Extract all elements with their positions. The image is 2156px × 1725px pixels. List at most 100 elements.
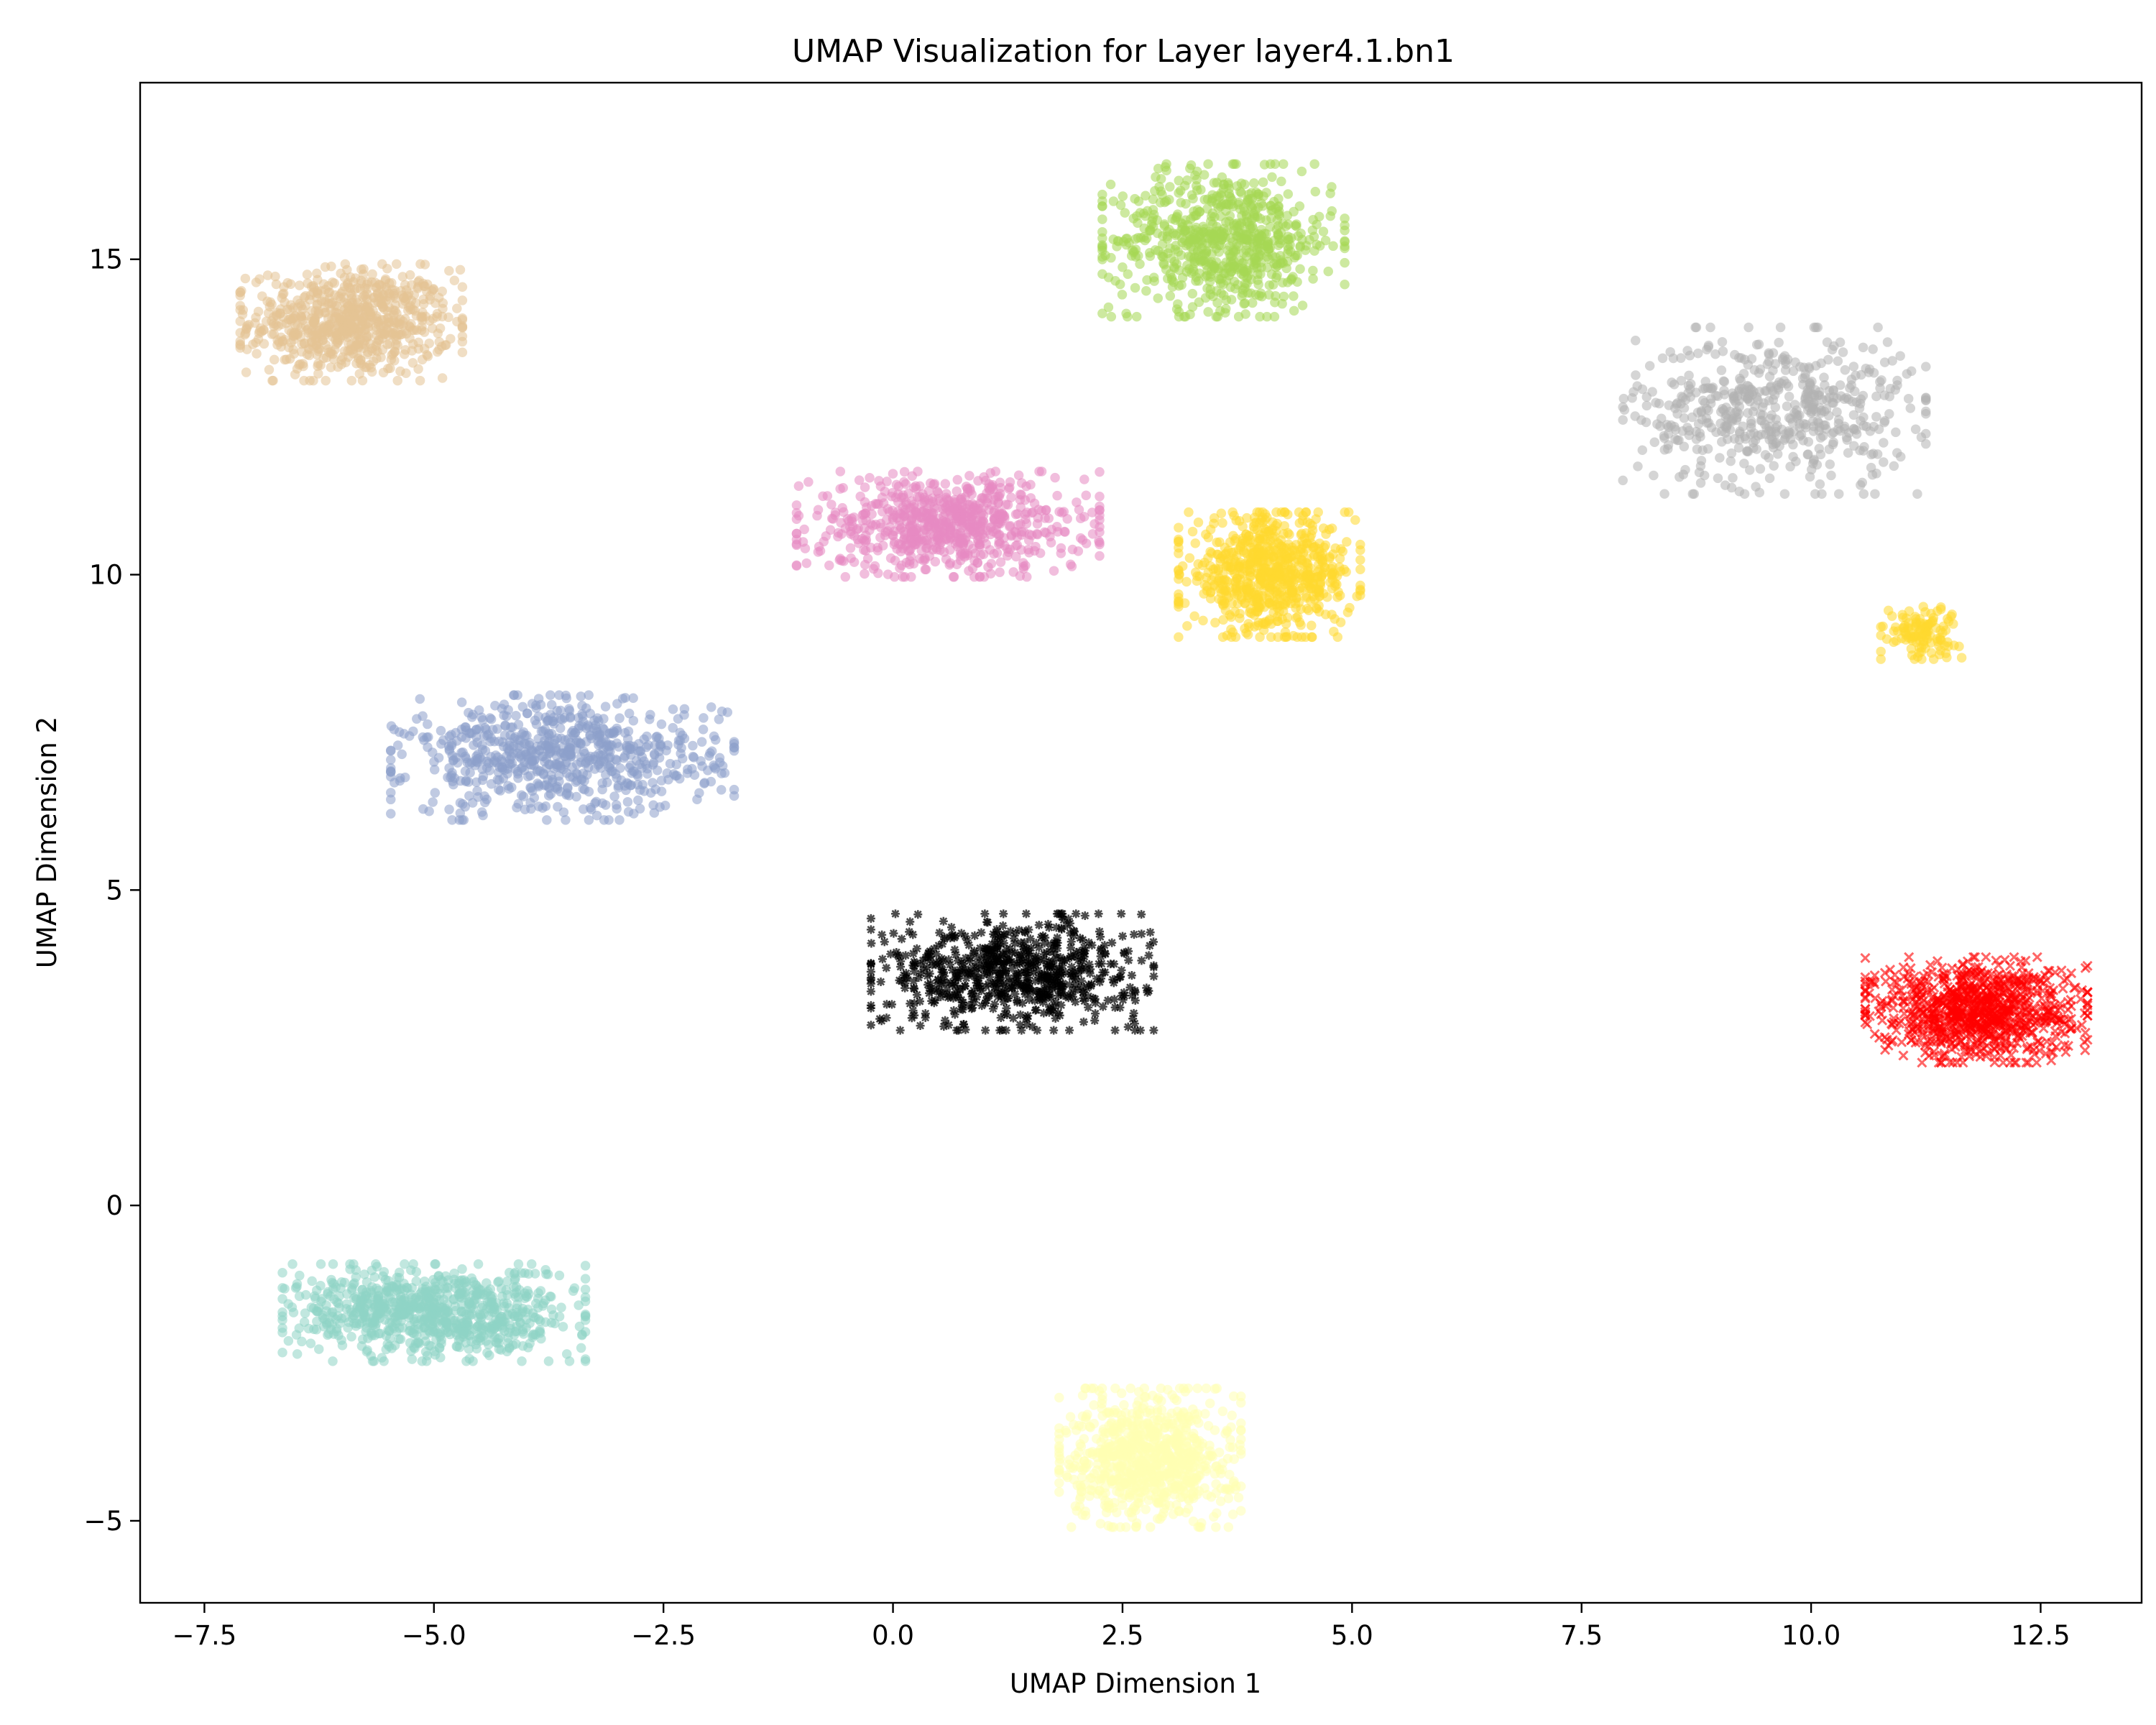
- data-point: [1883, 605, 1894, 616]
- data-point: [1848, 410, 1859, 420]
- data-point: [1049, 1026, 1059, 1035]
- data-point: [1759, 398, 1769, 408]
- data-point: [1029, 498, 1040, 509]
- data-point: [1628, 387, 1639, 397]
- data-point: [1879, 438, 1889, 448]
- data-point: [1097, 269, 1107, 279]
- data-point: [1330, 578, 1340, 589]
- data-point: [665, 758, 676, 769]
- data-point: [1271, 507, 1281, 518]
- data-point: [910, 967, 919, 976]
- data-point: [1278, 159, 1289, 169]
- data-point: [1261, 619, 1271, 630]
- data-point: [1145, 941, 1154, 950]
- data-point: [1684, 370, 1694, 381]
- data-point: [1186, 160, 1197, 170]
- data-point: [1309, 246, 1319, 256]
- data-point: [1163, 273, 1173, 284]
- data-point: [668, 704, 678, 714]
- data-point: [1220, 575, 1231, 585]
- data-point: [874, 476, 884, 486]
- data-point: [977, 965, 986, 974]
- data-point: [911, 507, 921, 518]
- data-point: [1317, 569, 1328, 579]
- data-point: [1174, 574, 1184, 584]
- data-point: [1731, 397, 1741, 408]
- data-point: [1217, 518, 1227, 528]
- data-point: [1110, 1026, 1120, 1035]
- data-point: [1879, 457, 1889, 467]
- data-point: [343, 332, 353, 342]
- data-point: [1048, 962, 1057, 971]
- data-point: [597, 798, 607, 809]
- data-point: [885, 553, 896, 564]
- data-point: [1716, 365, 1727, 375]
- data-point: [859, 545, 869, 555]
- data-point: [866, 1021, 875, 1030]
- data-point: [1728, 473, 1738, 483]
- data-point: [1209, 178, 1220, 188]
- data-point: [967, 507, 977, 518]
- data-point: [1198, 221, 1208, 231]
- data-point: [1130, 234, 1141, 244]
- data-point: [1659, 433, 1669, 443]
- data-point: [1052, 490, 1062, 501]
- data-point: [909, 527, 920, 537]
- data-point: [1121, 239, 1131, 250]
- data-point: [717, 707, 727, 717]
- data-point: [791, 528, 802, 539]
- data-point: [1236, 218, 1246, 228]
- data-point: [877, 492, 888, 502]
- data-point: [865, 473, 875, 483]
- data-point: [1703, 443, 1713, 454]
- data-point: [981, 998, 990, 1008]
- data-point: [1730, 349, 1740, 360]
- data-point: [397, 316, 408, 326]
- data-point: [846, 529, 856, 539]
- data-point: [1325, 552, 1335, 562]
- data-point: [235, 316, 245, 326]
- data-point: [1725, 406, 1736, 417]
- data-point: [1762, 359, 1773, 369]
- data-point: [611, 800, 622, 810]
- data-point: [950, 945, 959, 954]
- data-point: [1017, 958, 1026, 967]
- data-point: [495, 786, 506, 796]
- data-point: [1809, 454, 1819, 465]
- data-point: [512, 690, 522, 700]
- data-point: [280, 297, 290, 308]
- data-point: [1659, 489, 1669, 499]
- data-point: [1097, 214, 1107, 224]
- data-point: [1278, 547, 1289, 558]
- data-point: [1765, 382, 1776, 392]
- data-point: [318, 353, 328, 364]
- data-point: [622, 796, 633, 807]
- data-point: [1004, 484, 1014, 494]
- data-point: [1173, 299, 1183, 309]
- data-point: [1342, 607, 1353, 617]
- data-point: [1695, 431, 1705, 442]
- data-point: [1184, 507, 1194, 518]
- data-point: [235, 300, 245, 311]
- data-point: [452, 303, 462, 313]
- data-point: [1203, 307, 1213, 317]
- data-point: [1097, 959, 1106, 968]
- data-point: [1703, 342, 1714, 352]
- data-point: [324, 321, 334, 331]
- data-point: [1075, 934, 1084, 943]
- data-point: [1107, 938, 1117, 947]
- data-point: [912, 990, 921, 1000]
- data-point: [838, 482, 848, 493]
- data-point: [1774, 337, 1784, 348]
- data-point: [1118, 191, 1128, 201]
- data-point: [1098, 967, 1107, 977]
- data-point: [321, 285, 331, 295]
- data-point: [886, 949, 895, 959]
- data-point: [1064, 993, 1073, 1003]
- data-point: [1309, 594, 1320, 604]
- data-point: [975, 541, 985, 552]
- data-point: [1141, 233, 1152, 244]
- data-point: [1751, 482, 1761, 492]
- data-point: [387, 277, 397, 288]
